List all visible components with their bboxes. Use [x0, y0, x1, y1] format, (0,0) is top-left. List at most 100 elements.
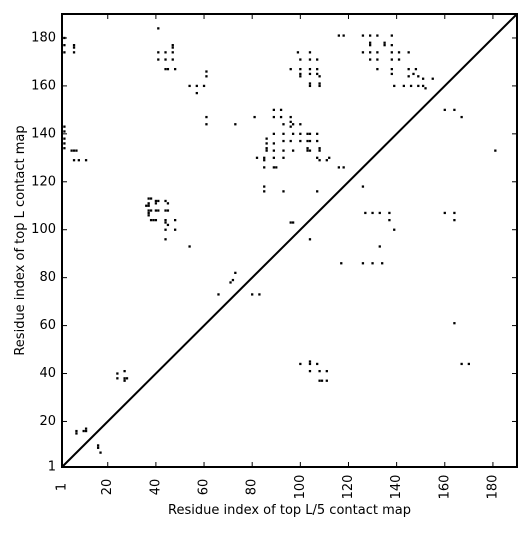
- contact-point: [272, 142, 275, 145]
- contact-point: [371, 211, 374, 215]
- contact-point: [205, 75, 208, 78]
- contact-point: [99, 451, 102, 454]
- contact-point: [82, 429, 85, 433]
- contact-point: [342, 34, 345, 37]
- contact-point: [407, 67, 410, 71]
- contact-point: [361, 34, 365, 37]
- contact-point: [316, 72, 319, 76]
- contact-point: [195, 84, 198, 88]
- contact-point: [275, 166, 278, 169]
- x-tick-label: 160: [437, 475, 452, 500]
- contact-point: [383, 44, 386, 47]
- contact-point: [308, 139, 312, 143]
- contact-point: [361, 51, 365, 54]
- contact-point: [265, 149, 268, 152]
- contact-point: [320, 379, 324, 382]
- contact-point: [299, 72, 302, 76]
- contact-point: [282, 132, 285, 135]
- contact-point: [147, 202, 150, 205]
- contact-point: [63, 125, 66, 128]
- contact-point: [453, 211, 456, 215]
- contact-point: [265, 147, 268, 150]
- contact-point: [381, 262, 384, 265]
- contact-point: [388, 218, 391, 222]
- contact-point: [123, 377, 126, 380]
- x-axis-ticks: 1 20 40 60 80 100 120 140 160 180: [55, 14, 500, 500]
- contact-point: [289, 120, 292, 123]
- contact-point: [70, 149, 73, 152]
- contact-point: [443, 108, 446, 112]
- contact-point: [316, 156, 319, 159]
- contact-point: [308, 82, 312, 85]
- contact-point: [308, 238, 312, 241]
- contact-point: [371, 262, 374, 265]
- contact-point: [125, 377, 129, 380]
- contact-point: [72, 159, 76, 162]
- contact-point: [390, 72, 393, 76]
- contact-point: [272, 166, 275, 169]
- contact-point: [299, 58, 302, 61]
- contact-point: [231, 278, 235, 282]
- contact-point: [453, 322, 456, 325]
- contact-point: [378, 245, 381, 248]
- contact-point: [205, 115, 208, 119]
- contact-point: [157, 51, 160, 54]
- contact-point: [393, 84, 396, 88]
- contact-point: [325, 159, 328, 162]
- contact-point: [63, 142, 66, 145]
- contact-point: [378, 211, 381, 215]
- contact-point: [318, 369, 321, 373]
- contact-point: [337, 34, 340, 37]
- contact-point: [272, 132, 275, 135]
- contact-point: [289, 115, 292, 119]
- contact-point: [402, 84, 405, 88]
- contact-point: [289, 125, 292, 128]
- contact-point: [157, 199, 160, 203]
- contact-point: [299, 132, 302, 135]
- contact-point: [390, 44, 393, 47]
- contact-point: [75, 429, 78, 433]
- contact-point: [149, 218, 153, 222]
- contact-point: [325, 379, 328, 382]
- contact-point: [390, 67, 393, 71]
- contact-point: [123, 369, 126, 373]
- contact-point: [361, 262, 365, 265]
- contact-point: [409, 84, 413, 88]
- contact-point: [157, 209, 160, 212]
- y-tick-label: 100: [31, 222, 56, 237]
- contact-point: [263, 166, 266, 169]
- contact-point: [75, 149, 78, 152]
- contact-point: [306, 132, 309, 135]
- contact-point: [282, 190, 285, 193]
- contact-point: [63, 44, 66, 47]
- contact-point: [188, 245, 191, 248]
- contact-point: [308, 67, 312, 71]
- contact-point: [390, 34, 393, 37]
- contact-point: [421, 77, 425, 80]
- y-tick-label: 80: [39, 270, 56, 285]
- contact-point: [63, 147, 66, 150]
- contact-point: [291, 149, 295, 152]
- contact-point: [166, 202, 170, 205]
- y-tick-label: 1: [48, 460, 56, 475]
- contact-point: [154, 218, 158, 222]
- contact-point: [116, 377, 119, 380]
- contact-point: [174, 218, 177, 222]
- contact-point: [299, 123, 302, 126]
- contact-point: [369, 58, 372, 61]
- contact-point: [376, 51, 379, 54]
- contact-point: [149, 209, 153, 212]
- contact-point: [116, 372, 119, 375]
- contact-point: [390, 58, 393, 61]
- contact-point: [460, 115, 463, 119]
- contact-point: [299, 67, 302, 71]
- contact-point: [296, 51, 300, 54]
- contact-point: [443, 211, 446, 215]
- y-axis-label: Residue index of top L contact map: [13, 125, 28, 355]
- contact-point: [272, 156, 275, 159]
- contact-point: [364, 211, 367, 215]
- contact-point: [84, 159, 88, 162]
- contact-point: [299, 139, 302, 143]
